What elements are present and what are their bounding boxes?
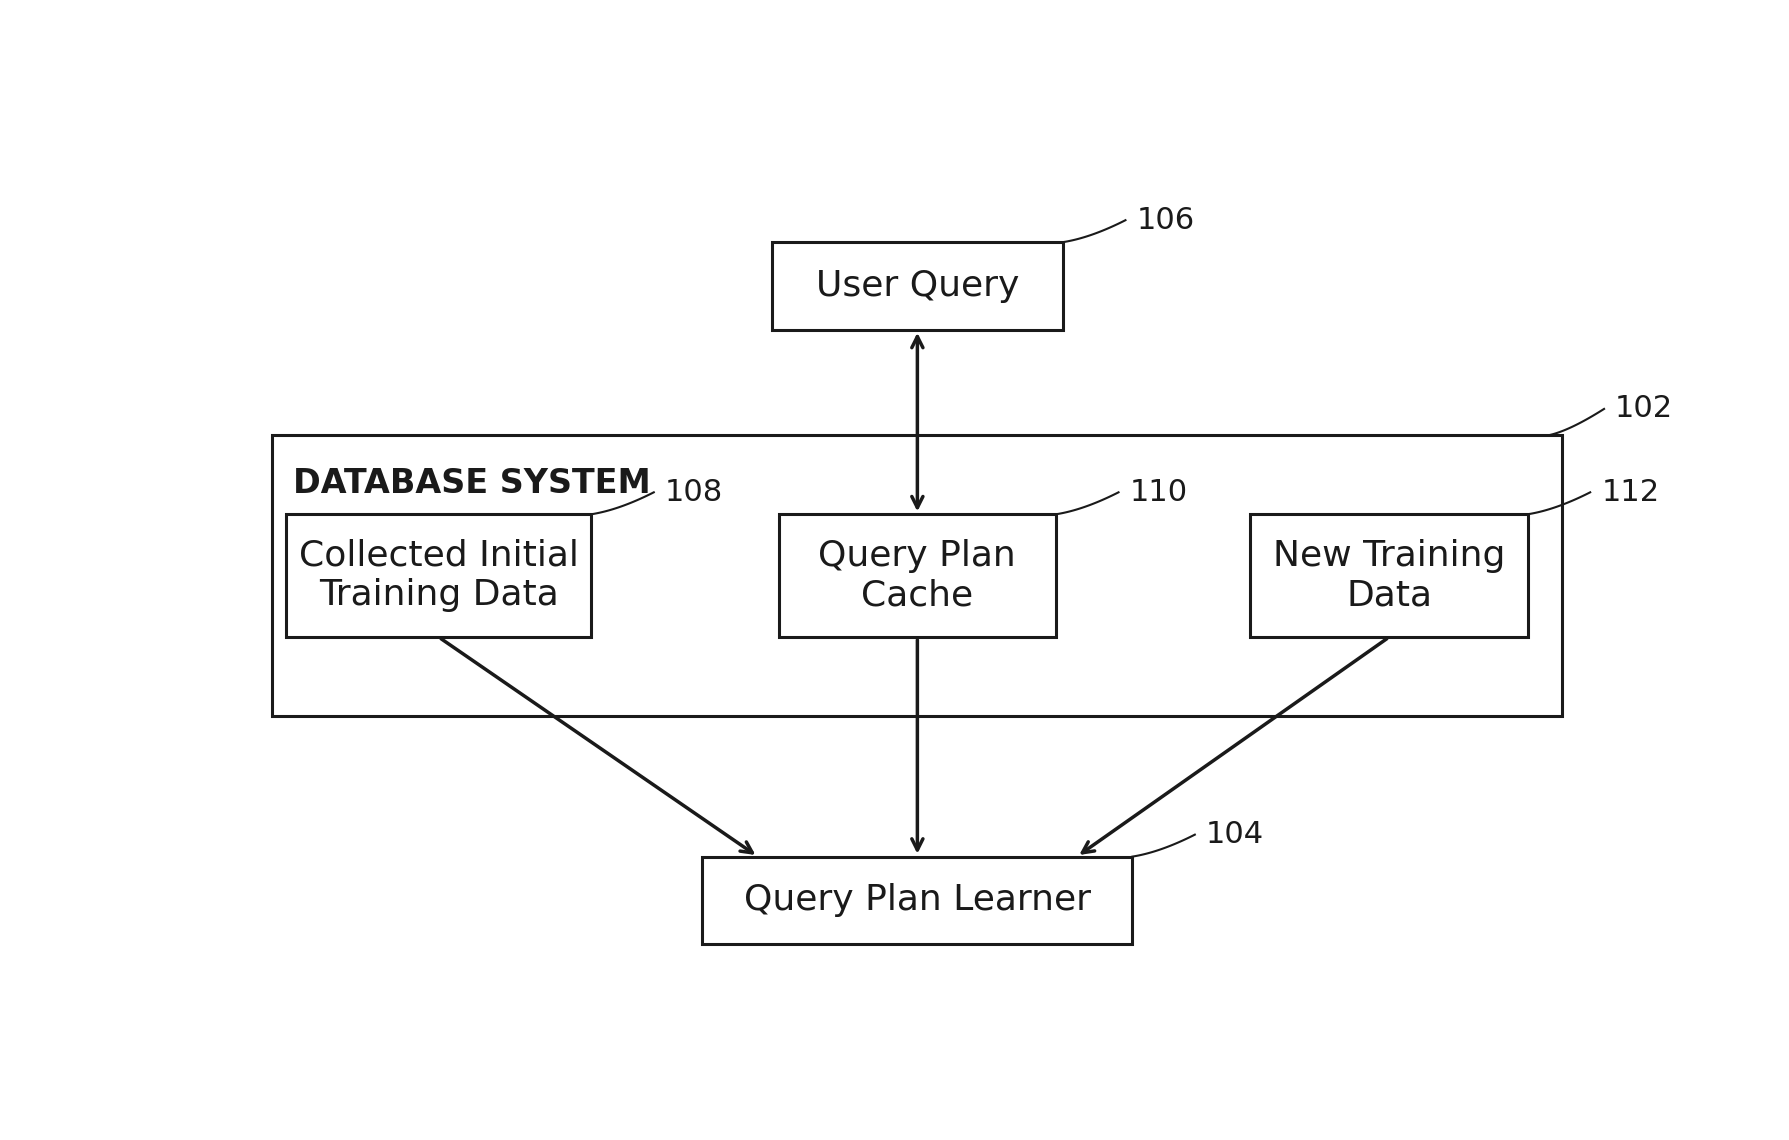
Bar (286, 514, 590, 637)
Text: 102: 102 (1614, 394, 1673, 423)
Text: Query Plan Learner: Query Plan Learner (744, 884, 1090, 918)
Text: User Query: User Query (816, 269, 1018, 303)
Bar (701, 856, 1132, 944)
Text: 108: 108 (664, 478, 723, 507)
Text: Query Plan
Cache: Query Plan Cache (818, 539, 1016, 612)
Text: 104: 104 (1206, 820, 1263, 849)
Bar (272, 435, 1562, 716)
Text: 106: 106 (1136, 205, 1193, 235)
Text: New Training
Data: New Training Data (1272, 539, 1505, 612)
Bar (1249, 514, 1526, 637)
Text: Collected Initial
Training Data: Collected Initial Training Data (299, 539, 578, 612)
Text: 110: 110 (1129, 478, 1188, 507)
Bar (771, 242, 1063, 329)
Text: 112: 112 (1601, 478, 1658, 507)
Bar (778, 514, 1056, 637)
Text: DATABASE SYSTEM: DATABASE SYSTEM (293, 467, 651, 500)
